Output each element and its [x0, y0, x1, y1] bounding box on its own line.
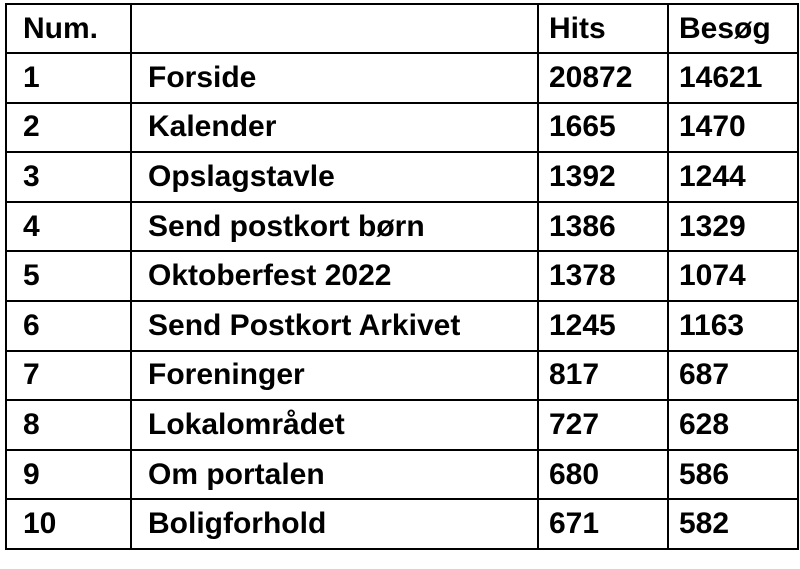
- table-cell: 582: [667, 498, 799, 550]
- table-cell: 1: [5, 52, 132, 104]
- table-row: 5 Oktoberfest 2022 1378 1074: [5, 250, 799, 302]
- table-cell: Send Postkort Arkivet: [130, 299, 539, 352]
- table-cell: 1665: [537, 101, 669, 154]
- table-cell: 20872: [537, 52, 669, 104]
- table-cell: 1245: [537, 299, 669, 352]
- table-cell: 1244: [667, 151, 799, 203]
- header-cell: Besøg: [667, 3, 799, 54]
- table-row: 2 Kalender 1665 1470: [5, 101, 799, 154]
- table-cell: 10: [5, 498, 132, 550]
- table-cell: 680: [537, 448, 669, 501]
- table-cell: Lokalområdet: [130, 399, 539, 451]
- table-cell: 1392: [537, 151, 669, 203]
- table-row: 3 Opslagstavle 1392 1244: [5, 151, 799, 203]
- table-cell: 1329: [667, 200, 799, 253]
- table-row: 4 Send postkort børn 1386 1329: [5, 200, 799, 253]
- table-cell: Oktoberfest 2022: [130, 250, 539, 302]
- table-row: 8 Lokalområdet 727 628: [5, 399, 799, 451]
- table-cell: 586: [667, 448, 799, 501]
- table-cell: 687: [667, 349, 799, 402]
- table-header: Num. Hits Besøg: [5, 3, 799, 54]
- table-row: 10 Boligforhold 671 582: [5, 498, 799, 550]
- table-cell: 1378: [537, 250, 669, 302]
- table-cell: Forside: [130, 52, 539, 104]
- table-cell: 1163: [667, 299, 799, 352]
- table-cell: 6: [5, 299, 132, 352]
- table-cell: Opslagstavle: [130, 151, 539, 203]
- table-cell: 4: [5, 200, 132, 253]
- table-cell: 1386: [537, 200, 669, 253]
- table-row: 7 Foreninger 817 687: [5, 349, 799, 402]
- table-row: 1 Forside 20872 14621: [5, 52, 799, 104]
- table-body: 1 Forside 20872 14621 2 Kalender 1665 1470 3 Opsl…: [5, 52, 799, 550]
- table-row: 9 Om portalen 680 586: [5, 448, 799, 501]
- table-cell: Om portalen: [130, 448, 539, 501]
- table-cell: 1074: [667, 250, 799, 302]
- table-cell: 14621: [667, 52, 799, 104]
- table-cell: 5: [5, 250, 132, 302]
- table-cell: 3: [5, 151, 132, 203]
- table-cell: 9: [5, 448, 132, 501]
- table-cell: Send postkort børn: [130, 200, 539, 253]
- table-row: 6 Send Postkort Arkivet 1245 1163: [5, 299, 799, 352]
- table-cell: 727: [537, 399, 669, 451]
- table-cell: 7: [5, 349, 132, 402]
- header-row: Num. Hits Besøg: [5, 3, 799, 54]
- table-cell: 628: [667, 399, 799, 451]
- header-cell: Num.: [5, 3, 132, 54]
- table-cell: 2: [5, 101, 132, 154]
- table-cell: 817: [537, 349, 669, 402]
- header-cell: [130, 3, 539, 54]
- table-cell: 8: [5, 399, 132, 451]
- table-cell: 1470: [667, 101, 799, 154]
- table-cell: Kalender: [130, 101, 539, 154]
- table-cell: Foreninger: [130, 349, 539, 402]
- table-cell: Boligforhold: [130, 498, 539, 550]
- stats-table: Num. Hits Besøg 1 Forside 20872 14621 2 Kalende…: [5, 3, 799, 550]
- table-cell: 671: [537, 498, 669, 550]
- header-cell: Hits: [537, 3, 669, 54]
